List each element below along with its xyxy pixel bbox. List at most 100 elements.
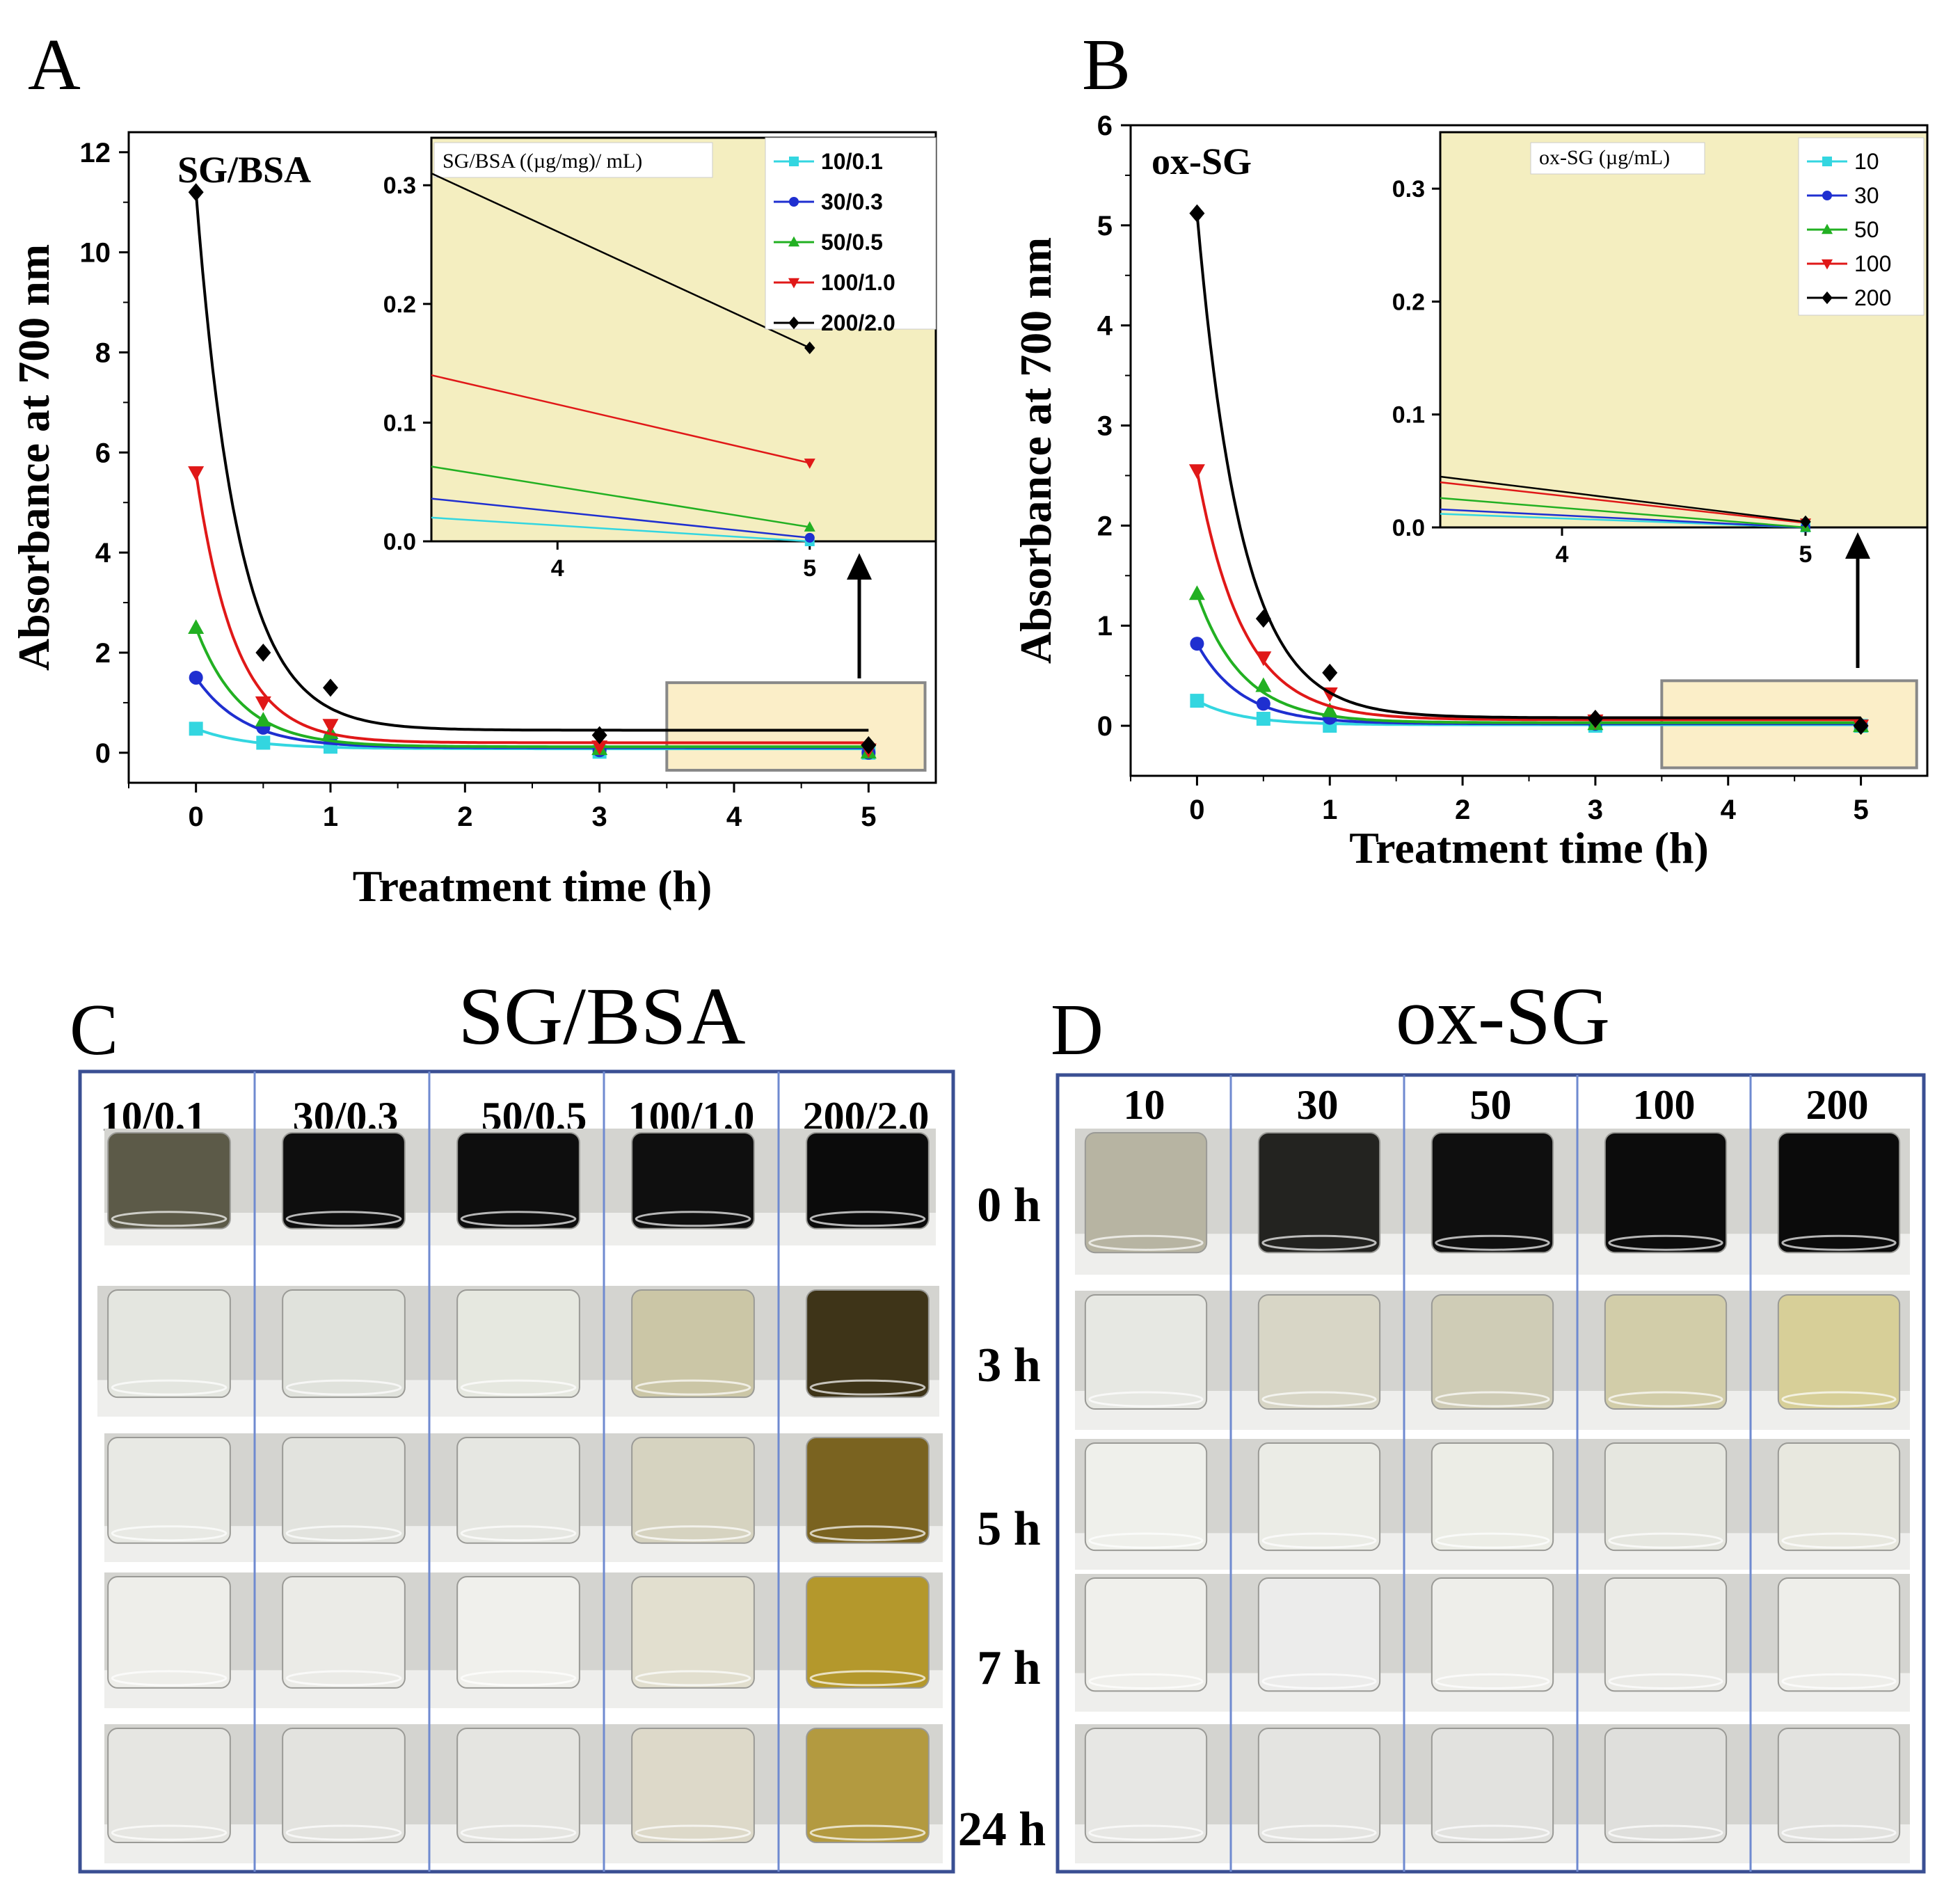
vial-base-reflection [285,1525,402,1542]
vial [1777,1442,1901,1552]
vial-base-reflection [809,1670,926,1687]
vial-base-reflection [635,1525,751,1542]
data-point-50 [1255,677,1272,692]
vial-base-reflection [1435,1532,1550,1549]
vial [1604,1442,1728,1552]
y-tick-label: 12 [80,138,111,168]
vial [631,1728,755,1843]
vial [1431,1728,1554,1843]
photo-title-d: ox-SG [1396,971,1610,1062]
vial-base-reflection [1435,1824,1550,1841]
inset-y-tick-label: 0.1 [383,410,416,436]
vial [1777,1577,1901,1692]
vial [1257,1132,1381,1254]
legend-swatch-marker [789,197,799,207]
vial-base-reflection [1261,1391,1377,1408]
vial-base-reflection [1088,1673,1204,1689]
vial [1777,1294,1901,1410]
y-tick-label: 1 [1097,611,1113,642]
vial-base-reflection [1608,1673,1723,1689]
vial [1604,1577,1728,1692]
vial [1777,1728,1901,1843]
data-point-50 [1188,585,1205,600]
inset-line-30-0-3 [431,497,810,539]
vial [1257,1442,1381,1552]
vial [1084,1728,1208,1843]
vial [806,1576,930,1689]
legend-label: 30/0.3 [821,189,883,214]
chart-label: ox-SG [1152,141,1252,182]
vial-base-reflection [285,1824,402,1841]
vial [1431,1442,1554,1552]
vial [1084,1294,1208,1410]
legend-label: 100/1.0 [821,270,895,295]
vial [1604,1728,1728,1843]
data-point-200-2-0 [861,736,877,755]
vial-base-reflection [635,1379,751,1396]
fit-curve-200-2-0 [194,192,869,732]
legend-swatch-marker [788,278,800,289]
legend-label: 200/2.0 [821,310,895,335]
inset-line-100-1-0 [431,374,811,464]
legend-swatch-marker [1822,157,1832,166]
vial-base-reflection [1781,1234,1897,1251]
data-point-100-1-0 [255,696,271,711]
x-tick-label: 5 [1853,795,1868,825]
inset-y-tick-label: 0.2 [383,292,416,318]
y-tick-label: 6 [1097,111,1113,141]
vial [456,1728,580,1843]
vial [1257,1728,1381,1843]
legend-label: 200 [1854,285,1891,310]
vial [456,1132,580,1229]
inset-line-50 [1440,497,1806,529]
inset-y-tick-label: 0.0 [383,529,416,555]
vial-base-reflection [111,1525,228,1542]
inset-line-50-0-5 [431,465,810,528]
vial-base-reflection [635,1670,751,1687]
vial-base-reflection [111,1670,228,1687]
vial-base-reflection [460,1670,577,1687]
inset-title-box [1530,142,1705,175]
inset-y-tick-label: 0.3 [1392,176,1425,202]
y-tick-label: 4 [95,538,111,568]
vial [1431,1132,1554,1254]
vial [1257,1577,1381,1692]
time-label: 3 h [977,1339,1040,1392]
vial [107,1728,231,1843]
vial-base-reflection [1261,1234,1377,1251]
inset-y-tick-label: 0.3 [383,173,416,199]
inset-y-tick-label: 0.0 [1392,515,1425,541]
data-point-200 [1255,610,1271,628]
vial-base-reflection [1608,1824,1723,1841]
data-point-200 [1853,717,1869,735]
y-tick-label: 2 [95,638,111,669]
fit-curve-200 [1195,213,1861,719]
zoom-region-box [665,681,927,772]
vial-base-reflection [1435,1673,1550,1689]
fit-curve-100 [1195,470,1861,722]
vial-base-reflection [285,1211,402,1227]
y-tick-label: 10 [80,238,111,269]
x-tick-label: 3 [1588,795,1603,825]
x-axis-title: Treatment time (h) [1349,823,1709,873]
vial-base-reflection [1088,1234,1204,1251]
inset-title-box [433,142,713,178]
vial [282,1132,406,1229]
panel-letter-d: D [1051,989,1104,1070]
vial-base-reflection [1781,1391,1897,1408]
legend-box [765,137,937,330]
inset-point-50-0-5 [804,521,815,532]
vial [1257,1294,1381,1410]
vial [107,1289,231,1399]
vial [806,1289,930,1399]
data-point-10-0-1 [256,735,271,750]
data-point-30 [1256,696,1270,711]
inset-y-tick-label: 0.2 [1392,289,1425,315]
x-tick-label: 0 [189,802,204,832]
inset-point-100-1-0 [804,459,815,469]
vial-base-reflection [809,1824,926,1841]
x-tick-label: 1 [323,802,338,832]
legend-swatch-marker [1822,191,1832,200]
time-label: 24 h [958,1803,1046,1856]
